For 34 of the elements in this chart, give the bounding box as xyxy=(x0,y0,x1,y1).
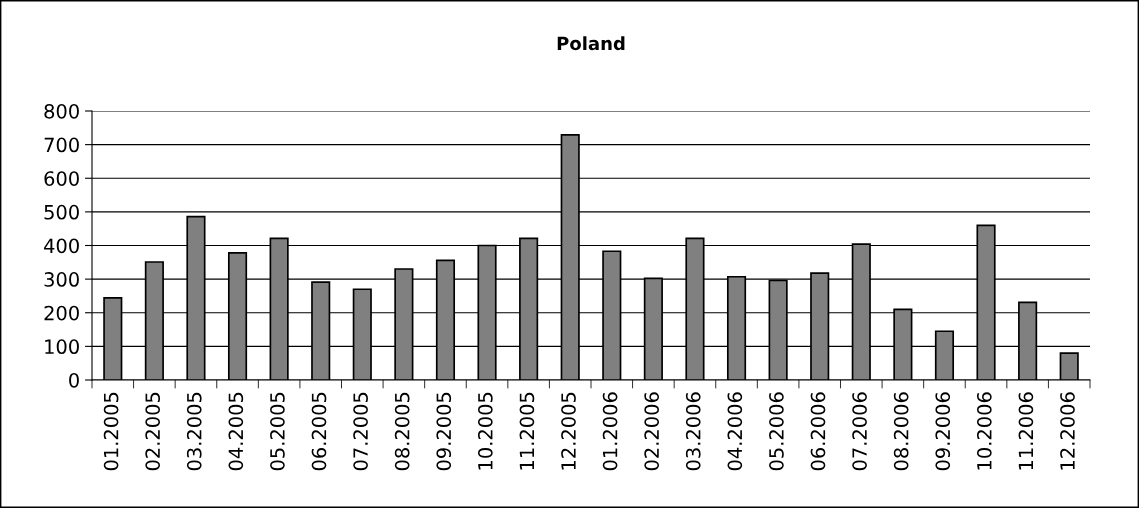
x-tick-label: 10.2005 xyxy=(477,392,493,470)
x-tick-label: 02.2006 xyxy=(644,392,660,471)
x-tick-label: 04.2006 xyxy=(727,392,743,471)
x-tick-label: 02.2005 xyxy=(145,392,161,471)
x-tick-label: 10.2006 xyxy=(976,392,992,470)
x-tick-label: 01.2006 xyxy=(602,392,618,471)
x-tick-label: 11.2006 xyxy=(1018,392,1034,470)
x-tick-label: 05.2006 xyxy=(769,392,784,471)
y-tick-label: 200 xyxy=(44,305,79,321)
x-tick-label: 11.2005 xyxy=(519,392,535,470)
x-tick-label: 07.2006 xyxy=(852,392,867,471)
x-tick-label: 03.2006 xyxy=(685,392,701,471)
x-tick-label: 08.2006 xyxy=(893,392,909,471)
y-tick-label: 700 xyxy=(44,137,79,153)
chart-title: Poland xyxy=(557,36,625,51)
x-tick-label: 06.2006 xyxy=(810,392,826,471)
y-tick-label: 400 xyxy=(44,238,79,254)
x-tick-label: 06.2005 xyxy=(311,392,327,471)
y-tick-label: 100 xyxy=(45,339,79,355)
x-tick-label: 04.2005 xyxy=(228,392,244,471)
x-tick-label: 12.2005 xyxy=(561,392,576,470)
x-tick-label: 12.2006 xyxy=(1060,392,1075,470)
y-tick-label: 500 xyxy=(44,204,79,220)
x-tick-label: 01.2005 xyxy=(103,392,119,471)
y-tick-label: 0 xyxy=(69,372,79,388)
x-tick-label: 09.2006 xyxy=(935,392,951,471)
x-tick-label: 05.2005 xyxy=(270,392,285,471)
x-tick-label: 08.2005 xyxy=(394,392,410,471)
y-tick-label: 600 xyxy=(44,171,79,186)
x-tick-label: 09.2005 xyxy=(436,392,452,471)
x-tick-label: 07.2005 xyxy=(353,392,368,471)
x-tick-label: 03.2005 xyxy=(186,392,202,471)
y-tick-label: 300 xyxy=(44,272,79,287)
y-tick-label: 800 xyxy=(44,103,79,119)
